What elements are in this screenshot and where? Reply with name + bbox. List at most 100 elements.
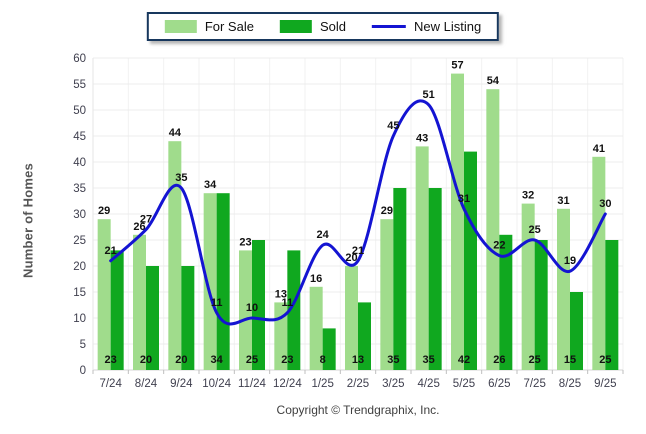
y-tick-label: 45 — [73, 131, 86, 143]
for-sale-value-label: 20 — [345, 252, 357, 264]
y-tick-label: 40 — [73, 157, 86, 169]
legend-item-sold: Sold — [279, 19, 346, 34]
x-tick-label: 2/25 — [347, 378, 369, 390]
sold-value-label: 13 — [352, 354, 364, 366]
for-sale-value-label: 44 — [169, 127, 182, 139]
for-sale-bar — [486, 89, 500, 370]
sold-value-label: 25 — [529, 354, 541, 366]
sold-bar — [499, 234, 513, 370]
y-tick-label: 55 — [73, 79, 86, 91]
x-tick-label: 10/24 — [202, 378, 231, 390]
new-listing-value-label: 24 — [317, 229, 330, 241]
y-tick-label: 35 — [73, 183, 86, 195]
for-sale-value-label: 16 — [310, 273, 322, 285]
sold-value-label: 23 — [105, 354, 117, 366]
for-sale-swatch-icon — [164, 20, 197, 33]
sold-value-label: 35 — [423, 354, 435, 366]
for-sale-value-label: 26 — [133, 221, 145, 233]
y-axis-title: Number of Homes — [20, 163, 36, 278]
sold-bar — [570, 292, 583, 370]
new-listing-value-label: 22 — [493, 240, 505, 252]
new-listing-line — [109, 99, 607, 326]
sold-bar — [428, 188, 442, 370]
legend-label-for-sale: For Sale — [204, 19, 254, 34]
for-sale-bar — [203, 193, 217, 370]
for-sale-bar — [521, 203, 535, 370]
sold-value-label: 20 — [175, 354, 187, 366]
x-tick-label: 7/25 — [523, 378, 545, 390]
sold-value-label: 35 — [387, 354, 399, 366]
new-listing-value-label: 45 — [387, 120, 399, 132]
new-listing-value-label: 11 — [211, 297, 223, 309]
sold-bar — [464, 151, 477, 370]
x-tick-label: 4/25 — [417, 378, 439, 390]
for-sale-bar — [239, 250, 252, 370]
for-sale-value-label: 54 — [487, 75, 500, 87]
x-tick-label: 9/25 — [594, 378, 616, 390]
for-sale-value-label: 13 — [275, 288, 287, 300]
new-listing-value-label: 27 — [140, 214, 152, 226]
new-listing-value-label: 35 — [175, 172, 187, 184]
sold-bar — [252, 240, 265, 370]
y-tick-label: 15 — [73, 287, 86, 299]
sold-bar — [358, 302, 371, 370]
new-listing-line-icon — [371, 25, 406, 28]
x-tick-label: 7/24 — [99, 378, 122, 390]
sold-value-label: 15 — [564, 354, 576, 366]
copyright-text: Copyright © Trendgraphix, Inc. — [276, 403, 440, 417]
for-sale-value-label: 57 — [451, 60, 463, 72]
new-listing-value-label: 10 — [246, 302, 258, 314]
new-listing-value-label: 51 — [423, 89, 435, 101]
sold-value-label: 8 — [320, 354, 326, 366]
for-sale-value-label: 29 — [381, 205, 393, 217]
y-tick-label: 0 — [80, 365, 86, 377]
for-sale-bar — [557, 208, 570, 370]
legend-label-sold: Sold — [319, 19, 346, 34]
sold-value-label: 20 — [140, 354, 152, 366]
for-sale-bar — [451, 73, 464, 370]
new-listing-value-label: 31 — [458, 193, 470, 205]
sold-bar — [216, 193, 230, 370]
sold-bar — [534, 240, 548, 370]
legend-item-for-sale: For Sale — [164, 19, 254, 34]
x-tick-label: 12/24 — [273, 378, 302, 390]
y-tick-label: 20 — [73, 261, 86, 273]
sold-bar — [181, 266, 195, 370]
for-sale-bar — [309, 286, 323, 370]
y-tick-label: 30 — [73, 209, 86, 221]
new-listing-value-label: 19 — [564, 255, 576, 267]
for-sale-bar — [97, 219, 111, 370]
new-listing-value-label: 30 — [599, 198, 611, 210]
for-sale-value-label: 41 — [593, 143, 605, 155]
x-tick-label: 3/25 — [382, 378, 404, 390]
x-tick-label: 1/25 — [311, 378, 333, 390]
x-tick-label: 8/24 — [135, 378, 158, 390]
for-sale-value-label: 31 — [557, 195, 569, 207]
x-tick-label: 6/25 — [488, 378, 510, 390]
new-listing-value-label: 21 — [105, 245, 117, 257]
sold-value-label: 25 — [246, 354, 258, 366]
for-sale-bar — [133, 234, 146, 370]
legend-item-new-listing: New Listing — [371, 19, 481, 34]
sold-bar — [110, 250, 124, 370]
for-sale-bar — [345, 266, 358, 370]
for-sale-value-label: 29 — [98, 205, 110, 217]
new-listing-value-label: 21 — [352, 245, 364, 257]
sold-bar — [605, 240, 619, 370]
sold-value-label: 26 — [493, 354, 505, 366]
new-listing-value-label: 11 — [282, 297, 294, 309]
x-tick-label: 11/24 — [238, 378, 267, 390]
sold-swatch-icon — [279, 20, 312, 33]
sold-bar — [146, 266, 159, 370]
for-sale-bar — [168, 141, 182, 370]
sold-value-label: 34 — [211, 354, 224, 366]
sold-bar — [393, 188, 407, 370]
y-tick-label: 10 — [73, 313, 86, 325]
for-sale-value-label: 43 — [416, 132, 428, 144]
y-tick-label: 50 — [73, 105, 86, 117]
x-tick-label: 5/25 — [453, 378, 475, 390]
for-sale-bar — [592, 156, 606, 370]
chart-legend: For Sale Sold New Listing — [146, 12, 500, 41]
